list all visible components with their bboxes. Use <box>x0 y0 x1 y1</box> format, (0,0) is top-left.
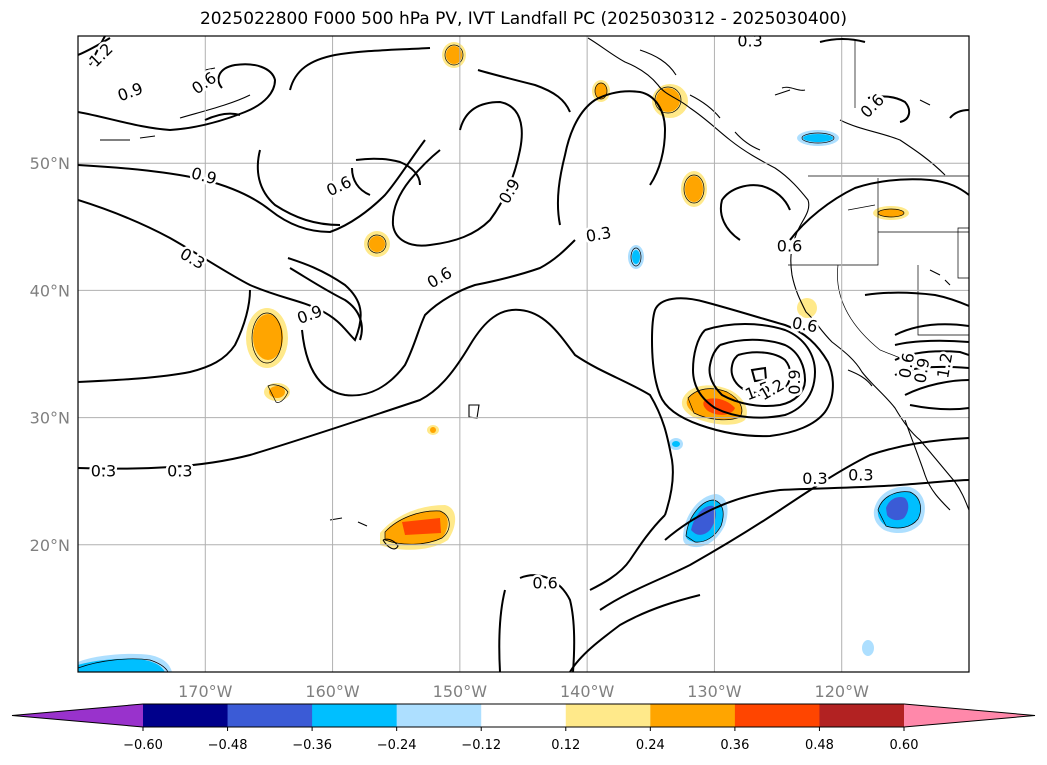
contour-label: 0.3 <box>737 32 762 51</box>
colorbar-tick-label: −0.36 <box>292 738 332 753</box>
colorbar-tick-label: −0.12 <box>461 738 501 753</box>
colorbar-segment <box>227 704 313 727</box>
map-title: 2025022800 F000 500 hPa PV, IVT Landfall… <box>199 9 847 29</box>
colorbar-tick-label: 0.12 <box>551 738 580 753</box>
colorbar-tick-label: −0.60 <box>123 738 163 753</box>
colorbar-segment <box>312 704 398 727</box>
colorbar-segment <box>396 704 482 727</box>
contour-label: 0.6 <box>777 236 802 255</box>
contour-label: 0.9 <box>910 356 933 384</box>
map-frame <box>77 35 970 673</box>
colorbar-tick-label: 0.60 <box>890 738 919 753</box>
contour-label: 0.3 <box>167 462 192 481</box>
colorbar-tick-label: −0.24 <box>377 738 417 753</box>
pv-contours <box>78 36 969 672</box>
lon-tick-label: 160°W <box>305 682 360 701</box>
contour-label: 0.6 <box>895 351 918 379</box>
colorbar-segment <box>481 704 567 727</box>
contour-label: 0.6 <box>532 573 557 592</box>
lon-tick-label: 170°W <box>178 682 233 701</box>
gridlines <box>78 36 969 672</box>
colorbar-segment <box>819 704 905 727</box>
coastlines <box>100 37 969 550</box>
contour-label: 0.3 <box>802 469 827 488</box>
contour-label: 0.9 <box>785 369 804 394</box>
lat-tick-label: 50°N <box>30 154 70 173</box>
colorbar-segment <box>565 704 651 727</box>
colorbar-tick-label: 0.48 <box>805 738 834 753</box>
colorbar-tick-label: 0.24 <box>636 738 665 753</box>
colorbar-tick-label: 0.36 <box>720 738 749 753</box>
lat-tick-label: 40°N <box>30 281 70 300</box>
colorbar-segment <box>734 704 820 727</box>
pv-anomaly-outlines <box>78 44 921 672</box>
colorbar: −0.60 −0.48 −0.36 −0.24 −0.12 0.12 0.24 0.36 0.4… <box>11 703 1036 753</box>
colorbar-segment <box>650 704 736 727</box>
colorbar-extend-low <box>12 704 143 727</box>
axis-ticks: 170°W 160°W 150°W 140°W 130°W 120°W 20°N 30°N 40… <box>30 154 869 701</box>
lon-tick-label: 150°W <box>433 682 488 701</box>
colorbar-segment <box>143 704 229 727</box>
lat-tick-label: 20°N <box>30 536 70 555</box>
contour-label: 0.3 <box>848 465 873 484</box>
colorbar-extend-high <box>904 704 1035 727</box>
map-area: 1.20.9 0.60.90.30.90.60.60.90.3 0.60.60.30… <box>78 32 969 672</box>
colorbar-tick-label: −0.48 <box>208 738 248 753</box>
lat-tick-label: 30°N <box>30 409 70 428</box>
political-boundaries <box>788 40 969 366</box>
contour-label: 0.3 <box>91 462 116 481</box>
lon-tick-label: 120°W <box>815 682 870 701</box>
lon-tick-label: 140°W <box>560 682 615 701</box>
lon-tick-label: 130°W <box>687 682 742 701</box>
